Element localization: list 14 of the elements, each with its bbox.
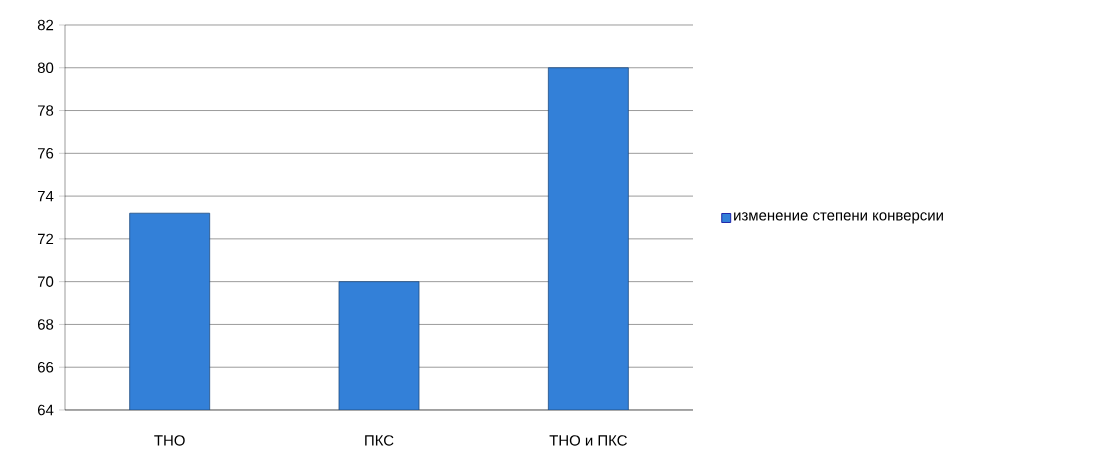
y-tick-label: 64 bbox=[37, 404, 54, 416]
y-tick-label: 76 bbox=[37, 148, 54, 159]
y-tick-label: 80 bbox=[37, 62, 54, 74]
y-tick-label: 70 bbox=[37, 276, 54, 287]
x-tick-label: ПКС bbox=[365, 435, 394, 446]
y-tick-label: 82 bbox=[37, 19, 54, 31]
y-tick-label: 66 bbox=[37, 361, 54, 373]
y-tick-label: 72 bbox=[37, 233, 54, 245]
y-tick-label: 74 bbox=[37, 190, 54, 202]
x-tick-label: ТНО и ПКС bbox=[549, 435, 627, 446]
legend-label: изменение степени конверсии bbox=[734, 212, 943, 224]
x-tick-label: ТНО bbox=[154, 435, 185, 446]
y-tick-label: 68 bbox=[37, 319, 54, 330]
y-tick-label: 78 bbox=[37, 105, 54, 116]
